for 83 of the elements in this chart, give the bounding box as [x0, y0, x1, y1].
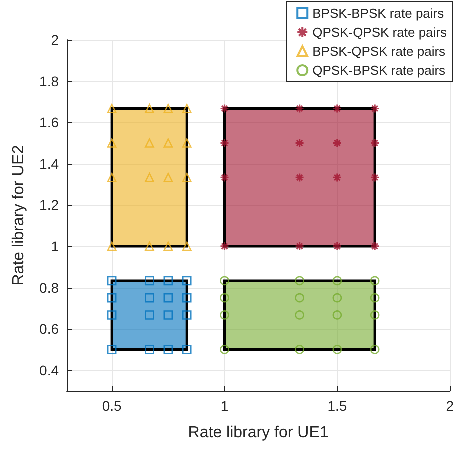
y-axis-title: Rate library for UE2 [10, 145, 28, 286]
point [370, 138, 380, 148]
point [370, 172, 380, 183]
point [107, 242, 117, 252]
point [164, 104, 174, 114]
point [182, 276, 192, 286]
point [145, 345, 154, 354]
point [164, 310, 174, 320]
point [164, 242, 174, 252]
point [370, 345, 380, 354]
point [332, 310, 342, 320]
point [145, 310, 154, 320]
x-axis-title: Rate library for UE1 [188, 424, 329, 442]
point [220, 172, 230, 183]
point [295, 293, 304, 303]
point [332, 293, 342, 303]
point [294, 242, 305, 252]
point [294, 138, 305, 148]
point [107, 138, 117, 148]
x-tick-label: 0.5 [102, 398, 122, 414]
point [164, 138, 174, 148]
point [182, 293, 192, 303]
point [332, 276, 342, 286]
point [182, 310, 192, 320]
point [220, 310, 230, 320]
legend-label: BPSK-BPSK rate pairs [312, 6, 445, 21]
point [294, 172, 305, 183]
y-tick-label: 0.6 [40, 321, 60, 338]
point [164, 345, 174, 354]
x-tick-label: 2 [446, 398, 454, 414]
point [182, 138, 192, 148]
point [145, 242, 154, 252]
legend-label: QPSK-QPSK rate pairs [312, 25, 448, 40]
point [295, 276, 304, 286]
y-tick-label: 1.4 [40, 156, 60, 172]
point [182, 242, 192, 252]
point [145, 293, 154, 303]
point [145, 173, 154, 182]
point [370, 242, 380, 252]
point [107, 104, 117, 114]
point [220, 276, 230, 286]
y-tick-label: 1.8 [40, 73, 60, 90]
point [220, 242, 230, 252]
point [107, 173, 117, 182]
legend-label: BPSK-QPSK rate pairs [312, 44, 446, 59]
point [370, 310, 380, 320]
point [295, 310, 304, 320]
point [164, 173, 174, 182]
y-tick-label: 2 [51, 32, 60, 48]
point [107, 293, 117, 303]
point [145, 104, 154, 114]
point [182, 104, 192, 114]
point [182, 345, 192, 354]
y-tick-label: 0.4 [40, 362, 60, 378]
point [332, 104, 342, 114]
point [107, 276, 117, 286]
y-tick-label: 1 [51, 238, 60, 254]
y-tick-label: 1.6 [40, 114, 60, 131]
y-tick-label: 0.8 [40, 280, 60, 296]
point [107, 310, 117, 320]
point [220, 345, 230, 354]
point [220, 104, 230, 114]
point [182, 173, 192, 182]
x-tick-label: 1.5 [328, 398, 348, 414]
legend-label: QPSK-BPSK rate pairs [312, 63, 446, 78]
point [220, 293, 230, 303]
point [370, 293, 380, 303]
y-tick-label: 1.2 [40, 197, 60, 214]
point [332, 345, 342, 354]
point [145, 276, 154, 286]
point [220, 138, 230, 148]
point [370, 276, 380, 286]
point [294, 104, 305, 114]
point [145, 138, 154, 148]
point [370, 104, 380, 114]
point [295, 345, 304, 354]
x-tick-label: 1 [220, 398, 229, 414]
point [164, 293, 174, 303]
point [332, 242, 342, 252]
point [164, 276, 174, 286]
point [107, 345, 117, 354]
point [332, 138, 342, 148]
point [332, 172, 342, 183]
